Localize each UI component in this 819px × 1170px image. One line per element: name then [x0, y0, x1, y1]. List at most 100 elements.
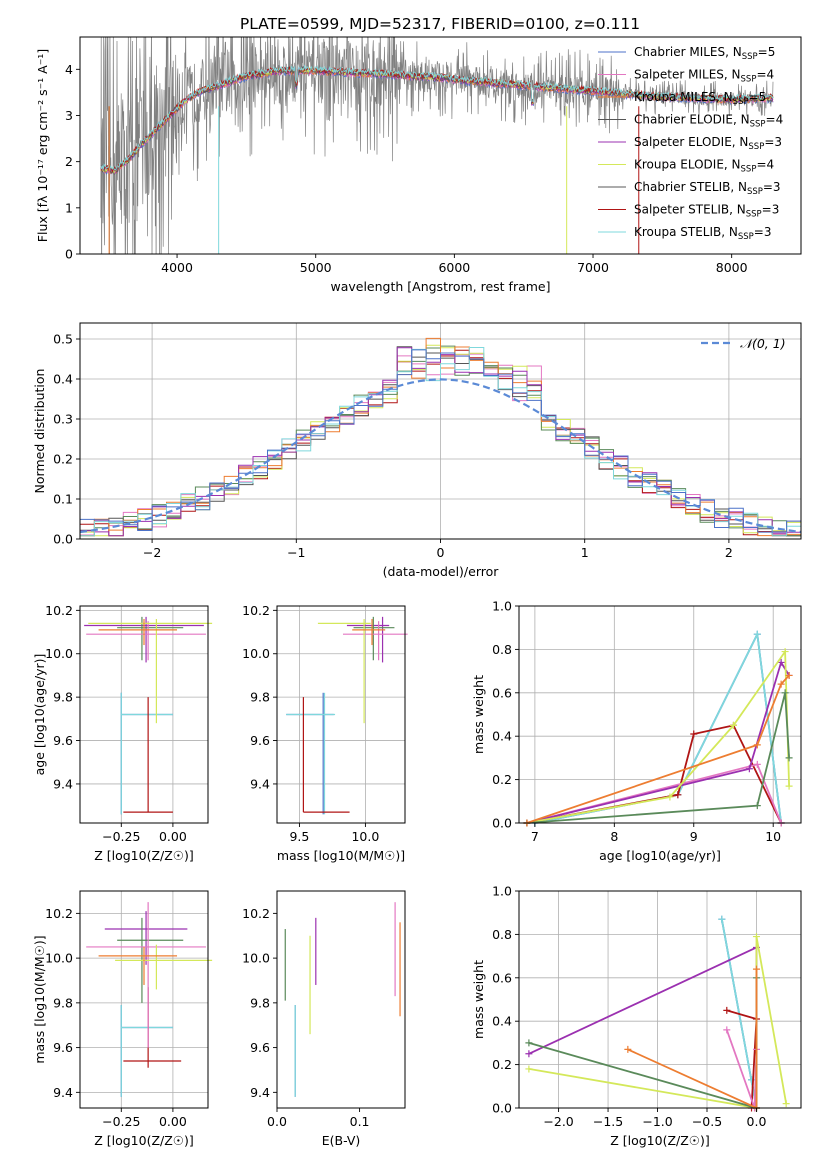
- weight-line: [534, 631, 782, 824]
- x-tick-label: −1.5: [593, 1114, 623, 1129]
- histogram-step: [80, 349, 801, 533]
- x-tick-label: −0.5: [692, 1114, 722, 1129]
- y-tick-label: 9.4: [250, 1085, 270, 1100]
- weight-marker: [624, 1045, 632, 1053]
- errorbar-point: [342, 621, 408, 661]
- errorbar-point: [86, 621, 206, 661]
- weight-line: [526, 724, 782, 824]
- x-tick-label: 8: [610, 829, 618, 844]
- legend-sub: SSP: [741, 75, 757, 85]
- y-tick-label: 1: [65, 200, 73, 215]
- mass_vs_z-panel: −0.25 0.00 9.4 9.6 9.8 10.0 10.2 Z [log10(Z/Z☉)…: [32, 890, 213, 1148]
- errorbar-point: [117, 616, 184, 661]
- x-tick-label: 0: [437, 545, 445, 560]
- y-tick-label: 0.0: [492, 1101, 512, 1116]
- spectrum-plot-area: [100, 37, 774, 254]
- x-axis-label: Z [log10(Z/Z☉)]: [610, 1133, 710, 1148]
- x-tick-label: 6000: [438, 260, 470, 275]
- y-tick-label: 10.2: [45, 906, 73, 921]
- weight-marker: [666, 793, 674, 801]
- x-tick-label: 9: [690, 829, 698, 844]
- spectrum-panel: 4000 5000 6000 7000 8000 0 1 2 3 4 wavelength [Ang…: [35, 36, 802, 294]
- legend-sub: SSP: [733, 97, 749, 107]
- y-tick-label: 9.8: [53, 995, 73, 1010]
- weight-marker: [777, 658, 785, 666]
- x-axis-label: mass [log10(M/M☉)]: [277, 848, 405, 863]
- x-tick-label: −0.25: [102, 1114, 140, 1129]
- legend-suffix: =3: [762, 203, 780, 217]
- x-tick-label: 0.1: [350, 1114, 370, 1129]
- y-tick-label: 0.4: [492, 1014, 512, 1029]
- weight-series: [523, 671, 793, 827]
- legend-sub: SSP: [746, 210, 762, 220]
- weight-marker: [718, 915, 726, 923]
- y-tick-label: 9.4: [53, 1085, 73, 1100]
- weight-marker: [690, 730, 698, 738]
- x-axis-label: wavelength [Angstrom, rest frame]: [330, 279, 550, 294]
- legend-label: Chabrier STELIB, NSSP=3: [634, 180, 781, 197]
- y-tick-label: 9.8: [250, 690, 270, 705]
- histogram-step: [80, 347, 801, 537]
- x-tick-label: 0.0: [267, 1114, 287, 1129]
- residuals-panel: −2 −1 0 1 2 0.0 0.1 0.2 0.3 0.4 0.5 (data-model)/er…: [32, 322, 802, 579]
- x-tick-label: −1.0: [642, 1114, 672, 1129]
- errorbar-point: [120, 692, 173, 815]
- y-tick-label: 9.6: [53, 1040, 73, 1055]
- weight-marker: [525, 1065, 533, 1073]
- y-axis-label: Flux [fλ 10⁻¹⁷ erg cm⁻² s⁻¹ A⁻¹]: [35, 49, 50, 242]
- x-axis-label: Z [log10(Z/Z☉)]: [94, 848, 194, 863]
- weight-series: [523, 689, 793, 827]
- weight-marker: [525, 1039, 533, 1047]
- x-tick-label: 2: [725, 545, 733, 560]
- y-tick-label: 1.0: [492, 884, 512, 899]
- weight-series: [525, 943, 760, 1112]
- errorbar-point: [286, 692, 334, 815]
- y-tick-label: 0.0: [53, 532, 73, 547]
- y-tick-label: 9.6: [250, 733, 270, 748]
- data-spectrum-line: [100, 37, 774, 254]
- y-tick-label: 10.2: [45, 603, 73, 618]
- y-tick-label: 0.6: [492, 685, 512, 700]
- y-tick-label: 10.2: [242, 603, 270, 618]
- weight-line: [627, 969, 758, 1110]
- legend-label: 𝒩(0, 1): [740, 336, 786, 351]
- x-axis-label: age [log10(age/yr)]: [599, 848, 721, 863]
- model-spectrum-line: [100, 64, 774, 170]
- panels: 4000 5000 6000 7000 8000 0 1 2 3 4 wavelength [Ang…: [32, 36, 802, 1148]
- errorbar-point: [86, 902, 206, 1048]
- y-tick-label: 10.2: [242, 906, 270, 921]
- weight-series: [531, 630, 785, 827]
- legend-label: Kroupa ELODIE, NSSP=4: [634, 158, 774, 175]
- axes-frame: [276, 890, 406, 1109]
- errorbar-point: [317, 619, 371, 724]
- errorbar-point: [104, 911, 188, 965]
- legend-label: Salpeter ELODIE, NSSP=3: [634, 135, 782, 152]
- x-tick-label: 7000: [577, 260, 609, 275]
- errorbar-point: [120, 692, 173, 815]
- errorbar-point: [353, 616, 395, 661]
- y-axis-label: mass weight: [471, 960, 486, 1039]
- errorbar-point: [123, 697, 173, 813]
- y-axis-label: Normed distribution: [32, 369, 47, 494]
- x-axis-label: Z [log10(Z/Z☉)]: [94, 1133, 194, 1148]
- weight-series: [523, 658, 793, 827]
- errorbar-point: [98, 946, 178, 985]
- y-tick-label: 9.8: [53, 690, 73, 705]
- x-tick-label: 0.0: [747, 1114, 767, 1129]
- x-tick-label: 1: [581, 545, 589, 560]
- axes-frame: [276, 605, 406, 824]
- legend-suffix: =5: [749, 90, 767, 104]
- axes-frame: [79, 605, 209, 824]
- weight-marker: [753, 741, 761, 749]
- weight-marker: [729, 721, 737, 729]
- y-tick-label: 10.0: [45, 951, 73, 966]
- errorbar-point: [120, 1005, 173, 1097]
- weight-marker: [777, 680, 785, 688]
- y-axis-label: mass [log10(M/M☉)]: [32, 935, 47, 1063]
- y-tick-label: 10.0: [242, 951, 270, 966]
- y-tick-label: 2: [65, 154, 73, 169]
- errorbar-point: [352, 619, 386, 646]
- errorbar-point: [115, 944, 213, 990]
- axes-frame: [79, 36, 802, 255]
